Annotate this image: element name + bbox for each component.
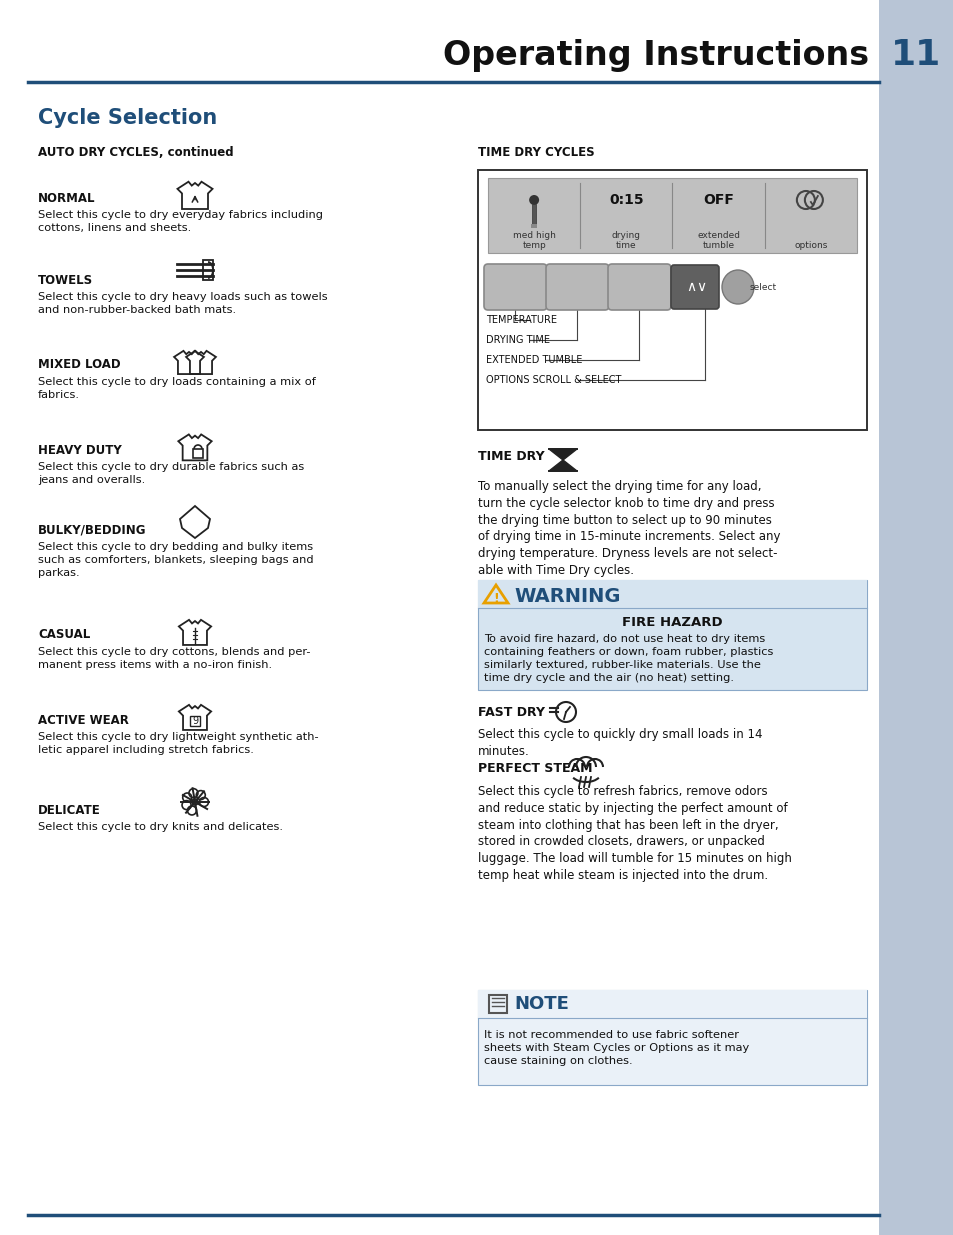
Text: ACTIVE WEAR: ACTIVE WEAR [38,714,129,726]
Text: To avoid fire hazard, do not use heat to dry items
containing feathers or down, : To avoid fire hazard, do not use heat to… [483,634,773,683]
Text: CASUAL: CASUAL [38,629,91,641]
Text: To manually select the drying time for any load,
turn the cycle selector knob to: To manually select the drying time for a… [477,480,780,577]
Text: WARNING: WARNING [514,588,619,606]
Text: HEAVY DUTY: HEAVY DUTY [38,443,122,457]
FancyBboxPatch shape [670,266,719,309]
Text: Select this cycle to quickly dry small loads in 14
minutes.: Select this cycle to quickly dry small l… [477,727,761,758]
Text: NORMAL: NORMAL [38,191,95,205]
Text: DELICATE: DELICATE [38,804,101,816]
Text: AUTO DRY CYCLES, continued: AUTO DRY CYCLES, continued [38,147,233,159]
Text: TOWELS: TOWELS [38,273,93,287]
Text: OPTIONS SCROLL & SELECT: OPTIONS SCROLL & SELECT [485,375,620,385]
Text: 11: 11 [890,38,941,72]
Text: It is not recommended to use fabric softener
sheets with Steam Cycles or Options: It is not recommended to use fabric soft… [483,1030,748,1066]
Text: ∨: ∨ [695,280,705,294]
Text: DRYING TIME: DRYING TIME [485,335,550,345]
Bar [477,170,866,430]
Bar [203,261,213,280]
Ellipse shape [721,270,753,304]
Text: Select this cycle to dry lightweight synthetic ath-
letic apparel including stre: Select this cycle to dry lightweight syn… [38,732,318,755]
Text: Select this cycle to dry heavy loads such as towels
and non-rubber-backed bath m: Select this cycle to dry heavy loads suc… [38,291,327,315]
Bar [477,990,866,1018]
Bar [878,0,953,1235]
Text: select: select [749,283,777,291]
Text: PERFECT STEAM: PERFECT STEAM [477,762,592,776]
Text: options: options [793,241,826,249]
Bar [477,580,866,690]
Text: Select this cycle to dry knits and delicates.: Select this cycle to dry knits and delic… [38,823,283,832]
Polygon shape [548,459,577,471]
Circle shape [529,195,538,205]
Text: Select this cycle to dry loads containing a mix of
fabrics.: Select this cycle to dry loads containin… [38,377,315,400]
FancyBboxPatch shape [545,264,608,310]
Text: Select this cycle to refresh fabrics, remove odors
and reduce static by injectin: Select this cycle to refresh fabrics, re… [477,785,791,882]
Text: drying
time: drying time [611,231,640,249]
Text: extended
tumble: extended tumble [697,231,740,249]
Bar [532,204,536,226]
Text: Select this cycle to dry everyday fabrics including
cottons, linens and sheets.: Select this cycle to dry everyday fabric… [38,210,323,233]
FancyBboxPatch shape [607,264,670,310]
Text: ∧: ∧ [685,280,696,294]
Text: FAST DRY: FAST DRY [477,705,544,719]
Bar [489,995,506,1013]
Bar [477,580,866,608]
Text: 9: 9 [192,716,198,726]
Text: 0:15: 0:15 [608,193,643,207]
Text: Operating Instructions: Operating Instructions [442,38,868,72]
Text: !: ! [493,593,498,605]
FancyBboxPatch shape [483,264,546,310]
Text: NOTE: NOTE [514,995,568,1013]
Text: OFF: OFF [702,193,733,207]
Text: Select this cycle to dry cottons, blends and per-
manent press items with a no-i: Select this cycle to dry cottons, blends… [38,647,310,669]
Bar [190,716,200,726]
Bar [477,990,866,1086]
Polygon shape [548,450,577,459]
Bar [488,178,856,253]
Text: Select this cycle to dry durable fabrics such as
jeans and overalls.: Select this cycle to dry durable fabrics… [38,462,304,485]
Text: BULKY/BEDDING: BULKY/BEDDING [38,524,147,536]
Bar [531,224,537,228]
Text: EXTENDED TUMBLE: EXTENDED TUMBLE [485,354,581,366]
Text: TEMPERATURE: TEMPERATURE [485,315,557,325]
Text: MIXED LOAD: MIXED LOAD [38,358,120,372]
Text: FIRE HAZARD: FIRE HAZARD [621,615,722,629]
Text: Cycle Selection: Cycle Selection [38,107,217,128]
Text: Select this cycle to dry bedding and bulky items
such as comforters, blankets, s: Select this cycle to dry bedding and bul… [38,542,314,578]
Bar [193,450,203,458]
Text: med high
temp: med high temp [512,231,555,249]
Text: TIME DRY: TIME DRY [477,451,544,463]
Text: TIME DRY CYCLES: TIME DRY CYCLES [477,147,594,159]
